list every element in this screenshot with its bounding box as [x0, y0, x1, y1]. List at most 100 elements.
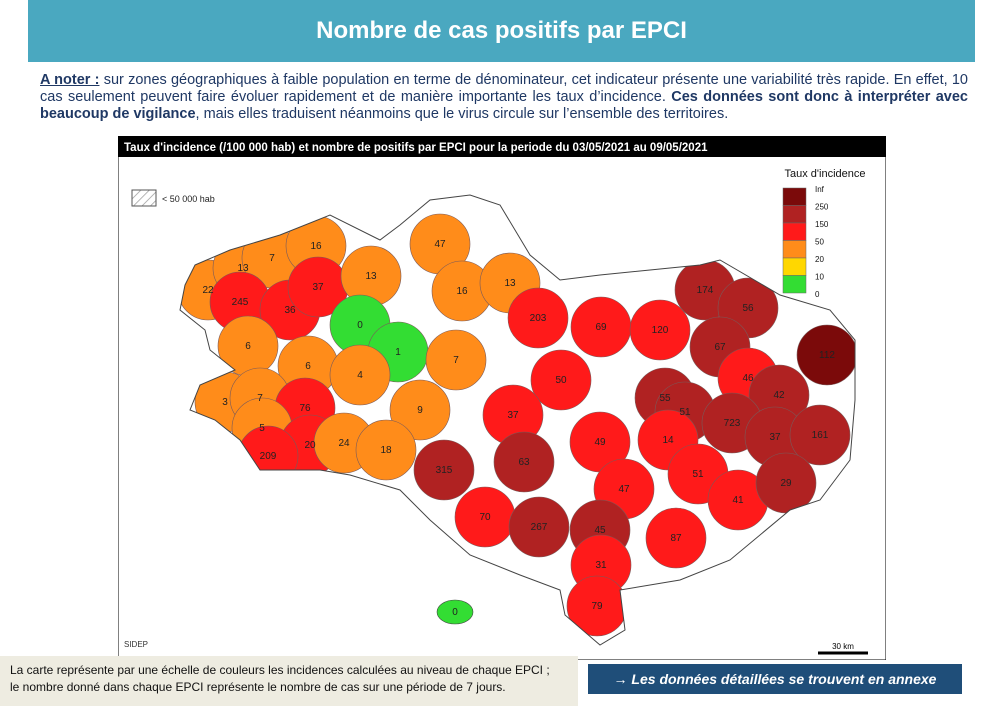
hatch-legend: < 50 000 hab [162, 194, 215, 204]
epci-label: 69 [595, 322, 607, 333]
epci-area [436, 599, 474, 625]
map: Taux d'incidence (/100 000 hab) et nombr… [118, 136, 886, 660]
epci-label: 3 [222, 397, 228, 408]
epci-label: 67 [714, 342, 726, 353]
note-text: , mais elles traduisent néanmoins que le… [195, 106, 729, 122]
epci-label: 267 [531, 522, 548, 533]
map-title: Taux d'incidence (/100 000 hab) et nombr… [124, 142, 708, 154]
epci-label: 70 [479, 512, 491, 523]
legend-label: Inf [815, 185, 825, 194]
note-text: sur zones géographiques à faible populat… [40, 72, 968, 105]
legend: Inf 250 150 50 20 10 0 [782, 185, 829, 299]
epci-label: 37 [507, 410, 519, 421]
epci-area [530, 349, 592, 411]
epci-label: 46 [742, 373, 754, 384]
map-title-bar [118, 136, 886, 157]
epci-label: 0 [452, 607, 458, 618]
epci-area [629, 299, 691, 361]
epci-area [425, 329, 487, 391]
epci-label: 63 [518, 457, 530, 468]
epci-label: 36 [284, 305, 296, 316]
annex-button[interactable]: → Les données détaillées se trouvent en … [588, 664, 962, 694]
coastline [179, 194, 856, 646]
epci-label: 42 [773, 390, 785, 401]
note-lead: A noter : [40, 72, 100, 88]
epci-area [796, 324, 855, 386]
source: SIDEP [124, 640, 148, 649]
epci-area [355, 419, 417, 481]
footer-note: La carte représente par une échelle de c… [0, 656, 578, 706]
epci-label: 49 [594, 437, 606, 448]
epci-area [645, 507, 707, 569]
epci-label: 45 [594, 525, 606, 536]
epci-area [389, 379, 451, 441]
epci-label: 29 [780, 478, 792, 489]
note: A noter : sur zones géographiques à faib… [40, 72, 968, 123]
epci-label: 51 [692, 469, 704, 480]
epci-label: 7 [257, 393, 263, 404]
epci-label: 47 [618, 484, 630, 495]
epci-label: 50 [555, 375, 567, 386]
epci-label: 47 [434, 239, 446, 250]
epci-label: 723 [724, 418, 741, 429]
epci-label: 0 [357, 320, 363, 331]
epci-label: 120 [652, 325, 669, 336]
epci-label: 24 [338, 438, 350, 449]
epci-label: 56 [742, 303, 754, 314]
epci-label: 16 [456, 286, 468, 297]
epci-area [413, 439, 475, 501]
epci-label: 7 [453, 355, 459, 366]
epci-label: 245 [232, 297, 249, 308]
footer-line: La carte représente par une échelle de c… [10, 663, 550, 677]
epci-label: 174 [697, 285, 714, 296]
epci-area [507, 287, 569, 349]
epci-area [508, 496, 570, 558]
epci-label: 76 [299, 403, 311, 414]
epci-area [789, 404, 851, 466]
epci-label: 1 [395, 347, 401, 358]
epci-label: 87 [670, 533, 682, 544]
epci-label: 37 [769, 432, 781, 443]
epci-label: 13 [237, 263, 249, 274]
legend-swatch [782, 275, 807, 294]
epci-label: 4 [357, 370, 363, 381]
epci-label: 37 [312, 282, 324, 293]
scale-label: 30 km [832, 642, 854, 651]
legend-swatch [782, 205, 807, 224]
header-title: Nombre de cas positifs par EPCI [28, 0, 975, 62]
epci-label: 6 [245, 341, 251, 352]
legend-label: 150 [815, 220, 829, 229]
legend-label: 0 [815, 290, 820, 299]
epci-label: 16 [310, 241, 322, 252]
epci-label: 9 [417, 405, 423, 416]
note-bold: Ces données sont donc à interpréter avec… [40, 89, 968, 122]
epci-label: 18 [380, 445, 392, 456]
epci-label: 31 [595, 560, 607, 571]
legend-label: 250 [815, 203, 829, 212]
epci-area [493, 431, 555, 493]
epci-label: 79 [591, 601, 603, 612]
legend-swatch [782, 257, 807, 276]
epci-label: 20 [304, 440, 316, 451]
epci-label: 209 [260, 451, 277, 462]
epci-label: 55 [659, 393, 671, 404]
hatch-swatch [131, 189, 157, 207]
epci-label: 5 [259, 423, 265, 434]
epci-label: 112 [819, 350, 835, 361]
epci-label: 7 [269, 253, 275, 264]
legend-label: 10 [815, 273, 824, 282]
epci-label: 203 [530, 313, 547, 324]
footer-line: le nombre donné dans chaque EPCI représe… [10, 680, 506, 694]
epci-label: 315 [436, 465, 453, 476]
legend-label: 50 [815, 238, 824, 247]
legend-swatch [782, 187, 807, 206]
epci-label: 51 [679, 407, 691, 418]
legend-swatch [782, 240, 807, 259]
legend-swatch [782, 222, 807, 241]
epci-label: 13 [365, 271, 377, 282]
epci-area [329, 344, 391, 406]
epci-label: 13 [504, 278, 516, 289]
epci-label: 6 [305, 361, 311, 372]
legend-label: 20 [815, 255, 824, 264]
